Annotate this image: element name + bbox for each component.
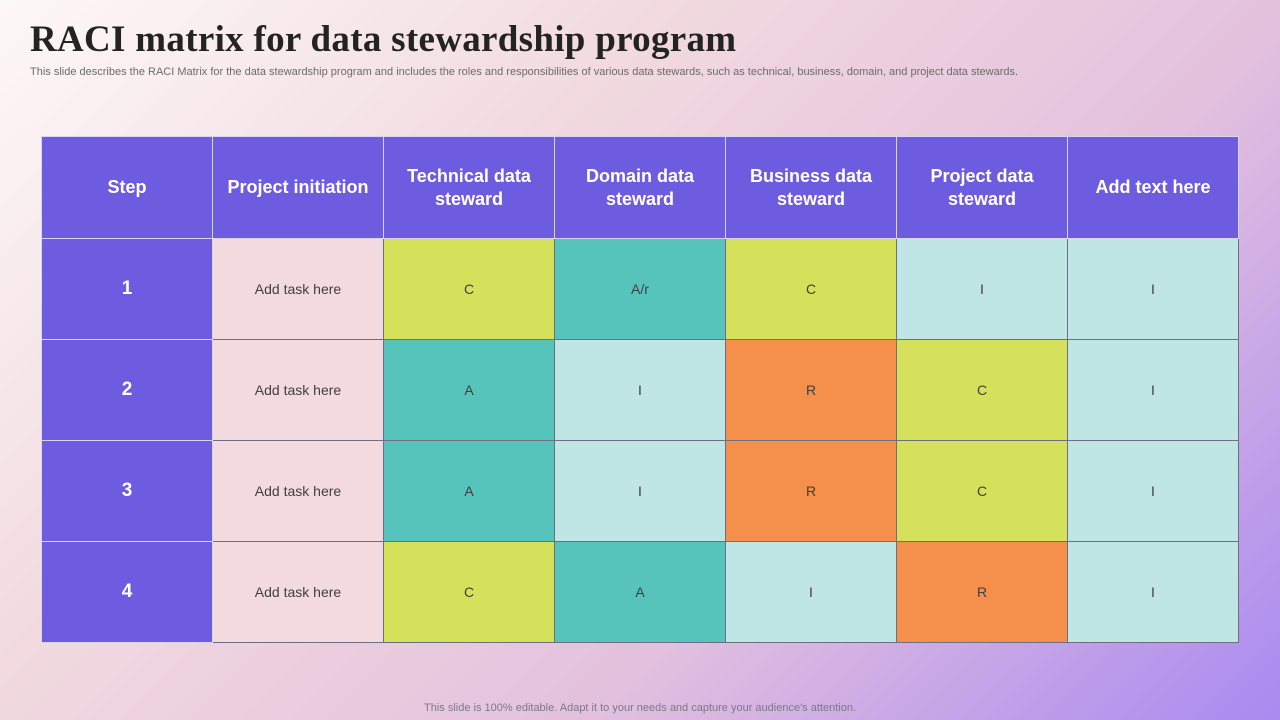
- step-number: 1: [41, 238, 213, 340]
- task-cell: Add task here: [212, 440, 384, 542]
- raci-cell: I: [1067, 541, 1239, 643]
- page-subtitle: This slide describes the RACI Matrix for…: [30, 66, 1019, 78]
- raci-cell: I: [554, 440, 726, 542]
- raci-cell: A: [383, 339, 555, 441]
- task-cell: Add task here: [212, 238, 384, 340]
- header-step: Step: [41, 136, 213, 239]
- table-row: 1 Add task here C A/r C I I: [41, 238, 1239, 340]
- header-project-data-steward: Project data steward: [896, 136, 1068, 239]
- raci-matrix-table: Step Project initiation Technical data s…: [41, 136, 1239, 643]
- header-domain-data-steward: Domain data steward: [554, 136, 726, 239]
- header-business-data-steward: Business data steward: [725, 136, 897, 239]
- raci-cell: A/r: [554, 238, 726, 340]
- table-row: 4 Add task here C A I R I: [41, 541, 1239, 643]
- step-number: 3: [41, 440, 213, 542]
- raci-cell: I: [554, 339, 726, 441]
- raci-cell: C: [383, 541, 555, 643]
- header-project-initiation: Project initiation: [212, 136, 384, 239]
- raci-cell: I: [1067, 238, 1239, 340]
- raci-cell: I: [896, 238, 1068, 340]
- header-technical-data-steward: Technical data steward: [383, 136, 555, 239]
- raci-cell: R: [725, 339, 897, 441]
- raci-cell: A: [554, 541, 726, 643]
- raci-cell: C: [896, 339, 1068, 441]
- footer-note: This slide is 100% editable. Adapt it to…: [424, 702, 856, 714]
- raci-cell: C: [896, 440, 1068, 542]
- raci-cell: I: [725, 541, 897, 643]
- page-title: RACI matrix for data stewardship program: [30, 19, 737, 60]
- table-row: 3 Add task here A I R C I: [41, 440, 1239, 542]
- raci-cell: R: [725, 440, 897, 542]
- step-number: 2: [41, 339, 213, 441]
- raci-cell: R: [896, 541, 1068, 643]
- task-cell: Add task here: [212, 339, 384, 441]
- raci-cell: C: [725, 238, 897, 340]
- table-row: 2 Add task here A I R C I: [41, 339, 1239, 441]
- step-number: 4: [41, 541, 213, 643]
- table-header-row: Step Project initiation Technical data s…: [41, 136, 1239, 239]
- raci-cell: I: [1067, 339, 1239, 441]
- task-cell: Add task here: [212, 541, 384, 643]
- raci-cell: A: [383, 440, 555, 542]
- raci-cell: C: [383, 238, 555, 340]
- header-add-text: Add text here: [1067, 136, 1239, 239]
- raci-cell: I: [1067, 440, 1239, 542]
